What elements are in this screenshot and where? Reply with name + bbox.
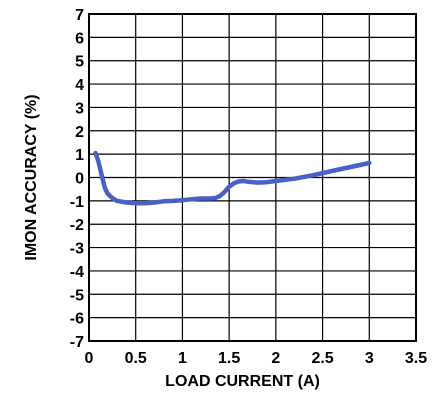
y-tick-label: 7 <box>75 7 84 24</box>
y-tick-label: 5 <box>75 54 84 71</box>
x-tick-label: 3.5 <box>405 350 427 367</box>
x-tick-label: 1 <box>178 350 187 367</box>
y-axis-title: IMON ACCURACY (%) <box>23 94 40 260</box>
plot-border <box>88 13 417 342</box>
y-tick-label: -3 <box>70 241 84 258</box>
x-axis-title: LOAD CURRENT (A) <box>165 373 320 390</box>
y-tick-label: -5 <box>70 287 84 304</box>
y-tick-labels: 7 6 5 4 3 2 1 0 -1 -2 -3 -4 -5 -6 -7 <box>70 7 84 351</box>
grid-lines <box>88 13 417 342</box>
x-tick-label: 2 <box>271 350 280 367</box>
y-tick-label: 3 <box>75 100 84 117</box>
y-tick-label: -2 <box>70 217 84 234</box>
y-tick-label: -6 <box>70 311 84 328</box>
x-tick-label: 2.5 <box>311 350 333 367</box>
series-line <box>93 150 372 206</box>
plot-frame <box>88 13 417 342</box>
x-tick-labels: 0 0.5 1 1.5 2 2.5 3 3.5 <box>85 350 428 367</box>
y-tick-label: 6 <box>75 30 84 47</box>
y-tick-label: -1 <box>70 194 84 211</box>
y-tick-label: 2 <box>75 124 84 141</box>
y-tick-label: 1 <box>75 147 84 164</box>
y-tick-label: -7 <box>70 334 84 351</box>
x-tick-label: 0 <box>85 350 94 367</box>
y-tick-label: -4 <box>70 264 84 281</box>
x-tick-label: 0.5 <box>125 350 147 367</box>
x-tick-label: 1.5 <box>218 350 240 367</box>
x-tick-label: 3 <box>365 350 374 367</box>
y-tick-label: 4 <box>75 77 84 94</box>
y-tick-label: 0 <box>75 171 84 188</box>
series-layer <box>93 150 372 206</box>
